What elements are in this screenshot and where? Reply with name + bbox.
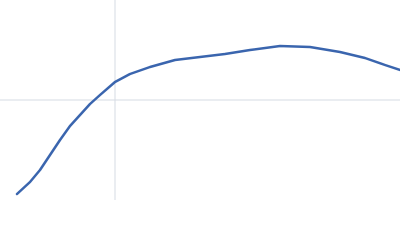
chart (0, 0, 400, 200)
data-line (15, 44, 400, 196)
page: {"chart_data": {"type": "line", "x": [17… (0, 0, 400, 200)
